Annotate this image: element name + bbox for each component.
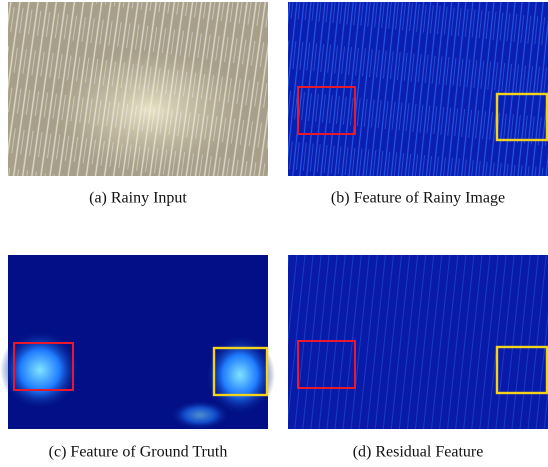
rain-streaks xyxy=(8,2,268,176)
panel-a-image xyxy=(8,2,268,176)
caption: (c) Feature of Ground Truth xyxy=(49,444,228,461)
feature-streaks xyxy=(288,2,548,176)
panel-d-image xyxy=(288,255,548,429)
caption: (a) Rainy Input xyxy=(89,190,187,207)
feature-blotch xyxy=(170,400,230,430)
caption: (b) Feature of Rainy Image xyxy=(331,190,505,207)
caption: (d) Residual Feature xyxy=(353,444,484,461)
panel-b-image xyxy=(288,2,548,176)
figure: (a) Rainy Input (b) Feature of Rainy Ima… xyxy=(0,0,548,467)
panel-c-image xyxy=(0,255,275,430)
page: {"panels": [ {"caption": "(a) Rainy Inpu… xyxy=(0,0,548,467)
